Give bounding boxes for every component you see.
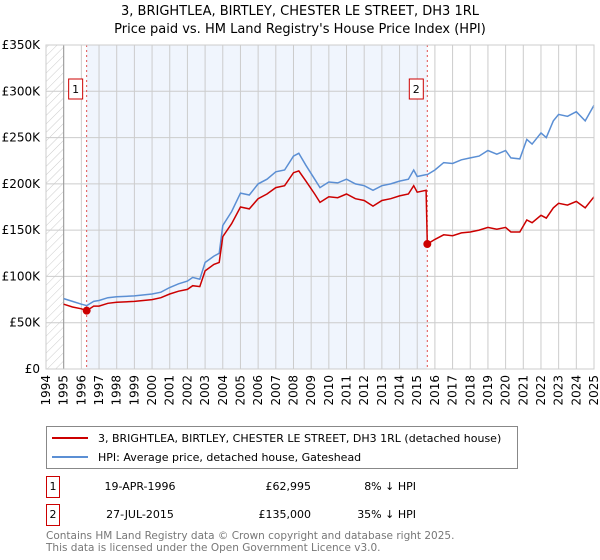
x-tick-label: 2021 xyxy=(516,375,530,406)
x-tick-label: 1996 xyxy=(74,375,88,406)
x-tick-label: 2002 xyxy=(180,375,194,406)
x-tick-label: 2019 xyxy=(481,375,495,406)
legend-item-hpi: HPI: Average price, detached house, Gate… xyxy=(52,448,361,466)
sale-label: 1 xyxy=(72,83,79,96)
x-tick-label: 2011 xyxy=(340,375,354,406)
legend-item-property: 3, BRIGHTLEA, BIRTLEY, CHESTER LE STREET… xyxy=(52,429,501,447)
x-tick-label: 2025 xyxy=(587,375,600,406)
hpi-line xyxy=(63,104,595,307)
transaction-hpi-diff: 35% ↓ HPI xyxy=(357,508,416,521)
sale-point xyxy=(423,240,432,249)
legend-label: HPI: Average price, detached house, Gate… xyxy=(98,450,362,464)
transaction-marker: 2 xyxy=(46,504,60,526)
legend-label: 3, BRIGHTLEA, BIRTLEY, CHESTER LE STREET… xyxy=(98,431,502,445)
x-tick-label: 2022 xyxy=(534,375,548,406)
pre-data-hatch xyxy=(46,45,64,369)
x-tick-label: 1994 xyxy=(39,375,53,406)
transaction-price: £62,995 xyxy=(265,480,312,493)
transaction-price: £135,000 xyxy=(258,508,312,521)
sale-label: 2 xyxy=(413,83,420,96)
footer-licence: This data is licensed under the Open Gov… xyxy=(46,542,381,554)
legend-swatch-red xyxy=(52,437,88,439)
y-tick-label: £250K xyxy=(2,131,42,145)
y-tick-label: £300K xyxy=(2,84,42,98)
transaction-row: 1 19-APR-1996 £62,995 8% ↓ HPI xyxy=(46,476,466,498)
x-tick-label: 2013 xyxy=(375,375,389,406)
x-tick-label: 2024 xyxy=(569,375,583,406)
plot-border xyxy=(45,44,595,370)
x-tick-label: 2014 xyxy=(393,375,407,406)
y-tick-label: £0 xyxy=(25,362,40,376)
y-tick-label: £150K xyxy=(2,223,42,237)
x-tick-label: 1995 xyxy=(57,375,71,406)
x-tick-label: 2003 xyxy=(198,375,212,406)
x-tick-label: 1999 xyxy=(127,375,141,406)
x-tick-label: 2020 xyxy=(499,375,513,406)
x-tick-label: 1997 xyxy=(92,375,106,406)
x-tick-label: 2005 xyxy=(233,375,247,406)
y-tick-label: £200K xyxy=(2,177,42,191)
price-chart: £0 £50K £100K £150K £200K £250K £300K £350K 1994… xyxy=(2,38,600,406)
y-tick-label: £100K xyxy=(2,269,42,283)
transaction-date: 27-JUL-2015 xyxy=(106,508,174,521)
footer-copyright: Contains HM Land Registry data © Crown c… xyxy=(46,530,455,542)
transaction-marker: 1 xyxy=(46,476,60,498)
y-tick-label: £50K xyxy=(9,316,41,330)
sale-label-box xyxy=(408,78,424,100)
transaction-hpi-diff: 8% ↓ HPI xyxy=(364,480,416,493)
footer: Contains HM Land Registry data © Crown c… xyxy=(46,530,454,554)
x-tick-label: 2009 xyxy=(304,375,318,406)
sale-point xyxy=(82,306,91,315)
ownership-period-shade xyxy=(86,45,428,369)
legend-swatch-blue xyxy=(52,456,88,458)
x-tick-label: 2007 xyxy=(269,375,283,406)
x-tick-label: 2004 xyxy=(216,375,230,406)
x-tick-label: 2023 xyxy=(552,375,566,406)
x-tick-label: 2018 xyxy=(463,375,477,406)
sale-label-box xyxy=(68,78,84,100)
property-price-line xyxy=(63,170,595,312)
x-tick-label: 2010 xyxy=(322,375,336,406)
legend: 3, BRIGHTLEA, BIRTLEY, CHESTER LE STREET… xyxy=(46,426,518,469)
transaction-row: 2 27-JUL-2015 £135,000 35% ↓ HPI xyxy=(46,504,466,526)
x-tick-label: 2012 xyxy=(357,375,371,406)
x-tick-label: 1998 xyxy=(110,375,124,406)
x-tick-label: 2001 xyxy=(163,375,177,406)
x-tick-label: 2016 xyxy=(428,375,442,406)
x-tick-label: 2006 xyxy=(251,375,265,406)
chart-title: 3, BRIGHTLEA, BIRTLEY, CHESTER LE STREET… xyxy=(121,4,479,19)
chart-subtitle: Price paid vs. HM Land Registry's House … xyxy=(114,22,486,37)
x-tick-label: 2000 xyxy=(145,375,159,406)
x-tick-label: 2015 xyxy=(410,375,424,406)
y-tick-label: £350K xyxy=(2,38,42,52)
x-tick-label: 2017 xyxy=(446,375,460,406)
x-tick-label: 2008 xyxy=(286,375,300,406)
transaction-date: 19-APR-1996 xyxy=(104,480,176,493)
